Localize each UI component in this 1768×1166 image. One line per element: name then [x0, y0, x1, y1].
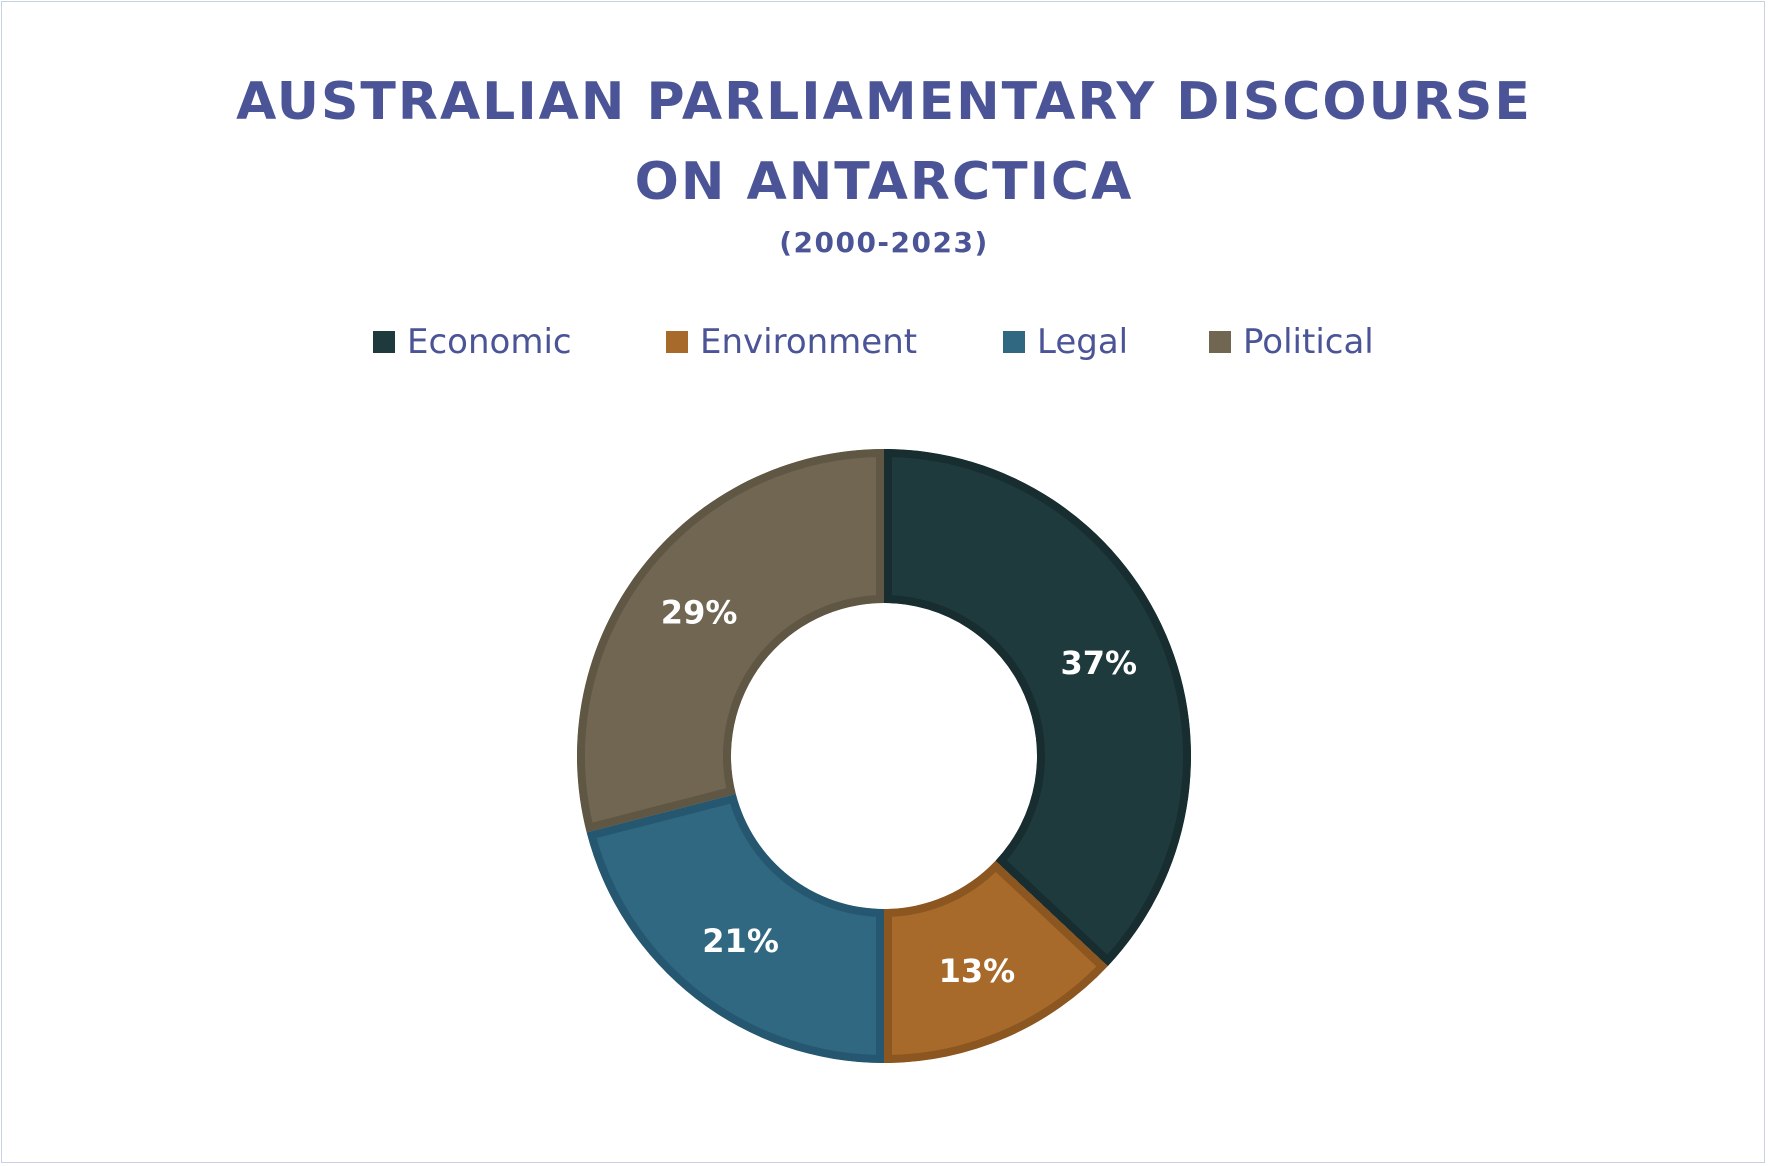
legend-label-environment: Environment: [700, 322, 918, 362]
legend-label-economic: Economic: [407, 322, 572, 362]
slice-political: [577, 449, 884, 833]
data-label-political: 29%: [661, 594, 738, 632]
legend-swatch-economic: [373, 331, 395, 353]
legend-swatch-legal: [1003, 331, 1025, 353]
data-label-environment: 13%: [939, 952, 1016, 990]
legend-item-economic: Economic: [373, 320, 572, 364]
legend-swatch-political: [1209, 331, 1231, 353]
legend-item-political: Political: [1209, 320, 1374, 364]
slice-economic: [884, 449, 1191, 967]
chart-subtitle: (2000-2023): [779, 226, 989, 259]
chart-title-line-1: AUSTRALIAN PARLIAMENTARY DISCOURSE: [236, 72, 1532, 132]
legend-item-environment: Environment: [666, 320, 917, 364]
legend: Economic Environment Legal Political: [0, 320, 1768, 364]
legend-swatch-environment: [666, 331, 688, 353]
legend-item-legal: Legal: [1003, 320, 1128, 364]
slice-legal: [586, 794, 884, 1063]
legend-label-legal: Legal: [1037, 322, 1129, 362]
legend-label-political: Political: [1243, 322, 1374, 362]
data-label-legal: 21%: [702, 922, 779, 960]
data-label-economic: 37%: [1060, 644, 1137, 682]
chart-title-line-2: ON ANTARCTICA: [634, 152, 1134, 212]
